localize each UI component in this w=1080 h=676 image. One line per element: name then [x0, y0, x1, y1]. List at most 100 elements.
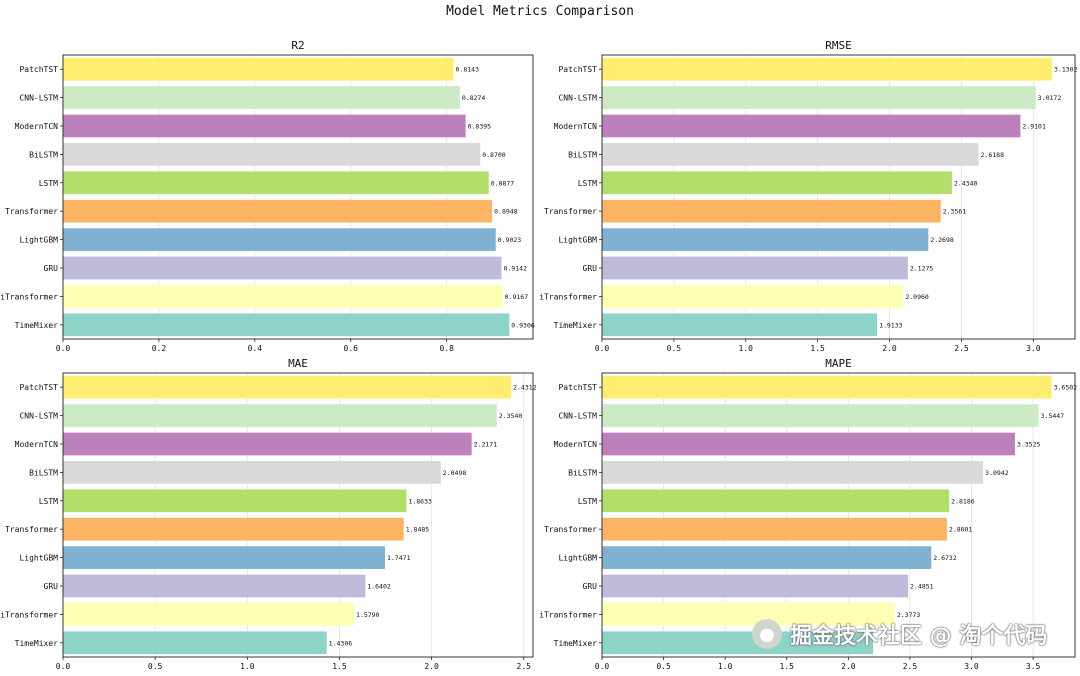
category-label: LightGBM	[558, 236, 597, 245]
bar	[602, 171, 952, 195]
data-label: 2.8186	[951, 497, 975, 505]
bar	[602, 143, 979, 166]
category-label: BiLSTM	[568, 150, 597, 159]
data-label: 2.3540	[499, 412, 523, 420]
x-tick-label: 1.0	[240, 662, 255, 671]
x-tick-label: 0.0	[56, 662, 71, 671]
bar	[602, 432, 1015, 456]
watermark-text: 掘金技术社区 @ 淘个代码	[790, 624, 1048, 649]
bar	[63, 461, 441, 484]
data-label: 2.4851	[910, 583, 934, 591]
bar	[63, 489, 407, 513]
category-label: GRU	[583, 582, 598, 591]
watermark: ● 掘金技术社区 @ 淘个代码	[752, 612, 1068, 656]
chart-panel-rmse: 1.9133 TimeMixer 2.0960 iTransformer 2.1275 G…	[539, 39, 1077, 353]
data-label: 2.0960	[905, 293, 929, 301]
category-label: BiLSTM	[29, 150, 58, 159]
x-tick-label: 2.5	[903, 662, 918, 671]
bar	[602, 404, 1039, 427]
category-label: LightGBM	[19, 236, 58, 245]
data-label: 2.1275	[910, 265, 934, 273]
bar	[63, 375, 512, 399]
data-label: 1.8633	[408, 497, 432, 505]
x-tick-label: 2.0	[424, 662, 439, 671]
data-label: 1.4306	[329, 639, 353, 647]
bar	[63, 574, 366, 598]
bar	[602, 546, 932, 569]
category-label: LSTM	[39, 497, 58, 506]
category-label: PatchTST	[19, 65, 58, 74]
bar	[602, 256, 908, 280]
data-label: 0.9142	[503, 265, 527, 273]
bar	[602, 285, 904, 308]
category-label: CNN-LSTM	[19, 412, 58, 421]
bar	[63, 199, 493, 223]
bar	[63, 517, 404, 541]
category-label: iTransformer	[0, 610, 58, 619]
category-label: TimeMixer	[554, 321, 598, 330]
bar	[63, 313, 510, 337]
data-label: 3.3525	[1017, 441, 1041, 449]
x-tick-label: 0.0	[595, 662, 610, 671]
category-label: BiLSTM	[29, 468, 58, 477]
bar	[602, 313, 878, 337]
category-label: ModernTCN	[554, 122, 598, 131]
chart-title: RMSE	[825, 39, 852, 52]
bar	[63, 603, 355, 626]
x-tick-label: 0.5	[667, 344, 682, 353]
category-label: iTransformer	[539, 610, 597, 619]
bar	[602, 461, 984, 484]
bar	[602, 228, 929, 251]
data-label: 0.8395	[468, 123, 492, 131]
data-label: 2.3773	[897, 611, 921, 619]
plot-frame	[62, 54, 534, 340]
category-label: CNN-LSTM	[558, 94, 597, 103]
bar	[602, 489, 950, 513]
figure-title: Model Metrics Comparison	[446, 4, 634, 19]
data-label: 2.6732	[933, 554, 957, 562]
bar	[602, 57, 1053, 81]
x-tick-label: 2.0	[841, 662, 856, 671]
x-tick-label: 0.4	[248, 344, 263, 353]
data-label: 0.8877	[491, 179, 515, 187]
category-label: PatchTST	[558, 383, 597, 392]
x-tick-label: 3.0	[964, 662, 979, 671]
bar	[63, 546, 386, 569]
data-label: 1.5790	[356, 611, 380, 619]
data-label: 0.8700	[482, 151, 506, 159]
x-tick-label: 1.5	[780, 662, 795, 671]
chart-title: R2	[291, 39, 304, 52]
bar	[602, 86, 1036, 109]
data-label: 1.6402	[367, 583, 391, 591]
x-tick-label: 0.0	[595, 344, 610, 353]
x-tick-label: 1.5	[810, 344, 825, 353]
category-label: Transformer	[544, 207, 597, 216]
category-label: ModernTCN	[554, 440, 598, 449]
category-label: GRU	[44, 264, 59, 273]
category-label: CNN-LSTM	[19, 94, 58, 103]
category-label: iTransformer	[0, 292, 58, 301]
data-label: 0.8143	[456, 66, 480, 74]
category-label: ModernTCN	[15, 440, 59, 449]
x-tick-label: 0.5	[148, 662, 163, 671]
x-tick-label: 0.0	[56, 344, 71, 353]
category-label: PatchTST	[558, 65, 597, 74]
bar	[63, 631, 327, 655]
x-tick-label: 0.2	[152, 344, 167, 353]
bar	[602, 114, 1021, 138]
bar	[63, 432, 472, 456]
category-label: LSTM	[578, 497, 597, 506]
plot-frame	[601, 372, 1076, 658]
plot-frame	[62, 372, 534, 658]
bar	[602, 631, 873, 655]
wechat-icon: ●	[752, 619, 782, 649]
data-label: 2.2171	[474, 441, 498, 449]
category-label: Transformer	[5, 207, 58, 216]
data-label: 3.1302	[1054, 66, 1078, 74]
bar	[602, 603, 895, 626]
category-label: TimeMixer	[554, 639, 598, 648]
category-label: LightGBM	[558, 554, 597, 563]
data-label: 2.6188	[981, 151, 1005, 159]
data-label: 0.8948	[494, 208, 518, 216]
